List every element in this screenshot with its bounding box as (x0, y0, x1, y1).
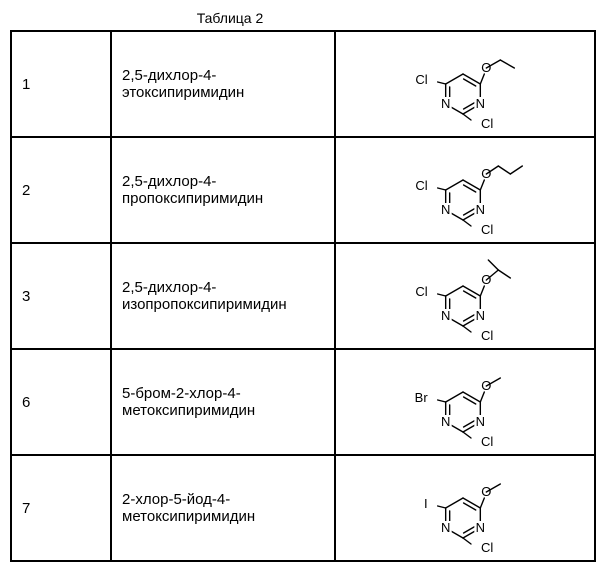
svg-text:O: O (481, 378, 491, 393)
svg-text:N: N (476, 308, 485, 323)
table-row: 65-бром-2-хлор-4-метоксипиримидин N N O … (11, 349, 595, 455)
compound-number: 1 (11, 31, 111, 137)
table-row: 22,5-дихлор-4-пропоксипиримидин N N O Cl… (11, 137, 595, 243)
compound-number: 6 (11, 349, 111, 455)
compound-name: 5-бром-2-хлор-4-метоксипиримидин (111, 349, 335, 455)
svg-text:O: O (481, 484, 491, 499)
svg-text:N: N (441, 96, 450, 111)
svg-text:N: N (476, 96, 485, 111)
compound-structure: N N O Cl Cl (335, 137, 595, 243)
svg-text:Cl: Cl (481, 116, 493, 130)
compound-number: 3 (11, 243, 111, 349)
svg-text:O: O (481, 272, 491, 287)
table-caption: Таблица 2 (130, 10, 330, 26)
compound-number: 2 (11, 137, 111, 243)
svg-text:N: N (441, 414, 450, 429)
table-row: 72-хлор-5-йод-4-метоксипиримидин N N O I… (11, 455, 595, 561)
table-row: 32,5-дихлор-4-изопропоксипиримидин N N O… (11, 243, 595, 349)
svg-text:N: N (441, 308, 450, 323)
svg-text:O: O (481, 60, 491, 75)
svg-text:N: N (441, 202, 450, 217)
compound-structure: N N O I Cl (335, 455, 595, 561)
svg-text:I: I (424, 496, 428, 511)
compound-structure: N N O Cl Cl (335, 31, 595, 137)
svg-text:Cl: Cl (415, 178, 427, 193)
svg-text:Cl: Cl (481, 222, 493, 236)
compound-structure: N N O Br Cl (335, 349, 595, 455)
svg-text:Cl: Cl (481, 328, 493, 342)
svg-text:N: N (476, 202, 485, 217)
svg-text:Cl: Cl (415, 72, 427, 87)
compound-number: 7 (11, 455, 111, 561)
table-row: 12,5-дихлор-4-этоксипиримидин N N O Cl C… (11, 31, 595, 137)
compound-name: 2,5-дихлор-4-пропоксипиримидин (111, 137, 335, 243)
svg-text:O: O (481, 166, 491, 181)
svg-text:Br: Br (415, 390, 429, 405)
compound-name: 2-хлор-5-йод-4-метоксипиримидин (111, 455, 335, 561)
compound-table: 12,5-дихлор-4-этоксипиримидин N N O Cl C… (10, 30, 596, 562)
svg-text:Cl: Cl (481, 434, 493, 448)
svg-text:Cl: Cl (481, 540, 493, 554)
compound-name: 2,5-дихлор-4-этоксипиримидин (111, 31, 335, 137)
compound-structure: N N O Cl Cl (335, 243, 595, 349)
svg-text:N: N (476, 414, 485, 429)
compound-name: 2,5-дихлор-4-изопропоксипиримидин (111, 243, 335, 349)
svg-text:Cl: Cl (415, 284, 427, 299)
